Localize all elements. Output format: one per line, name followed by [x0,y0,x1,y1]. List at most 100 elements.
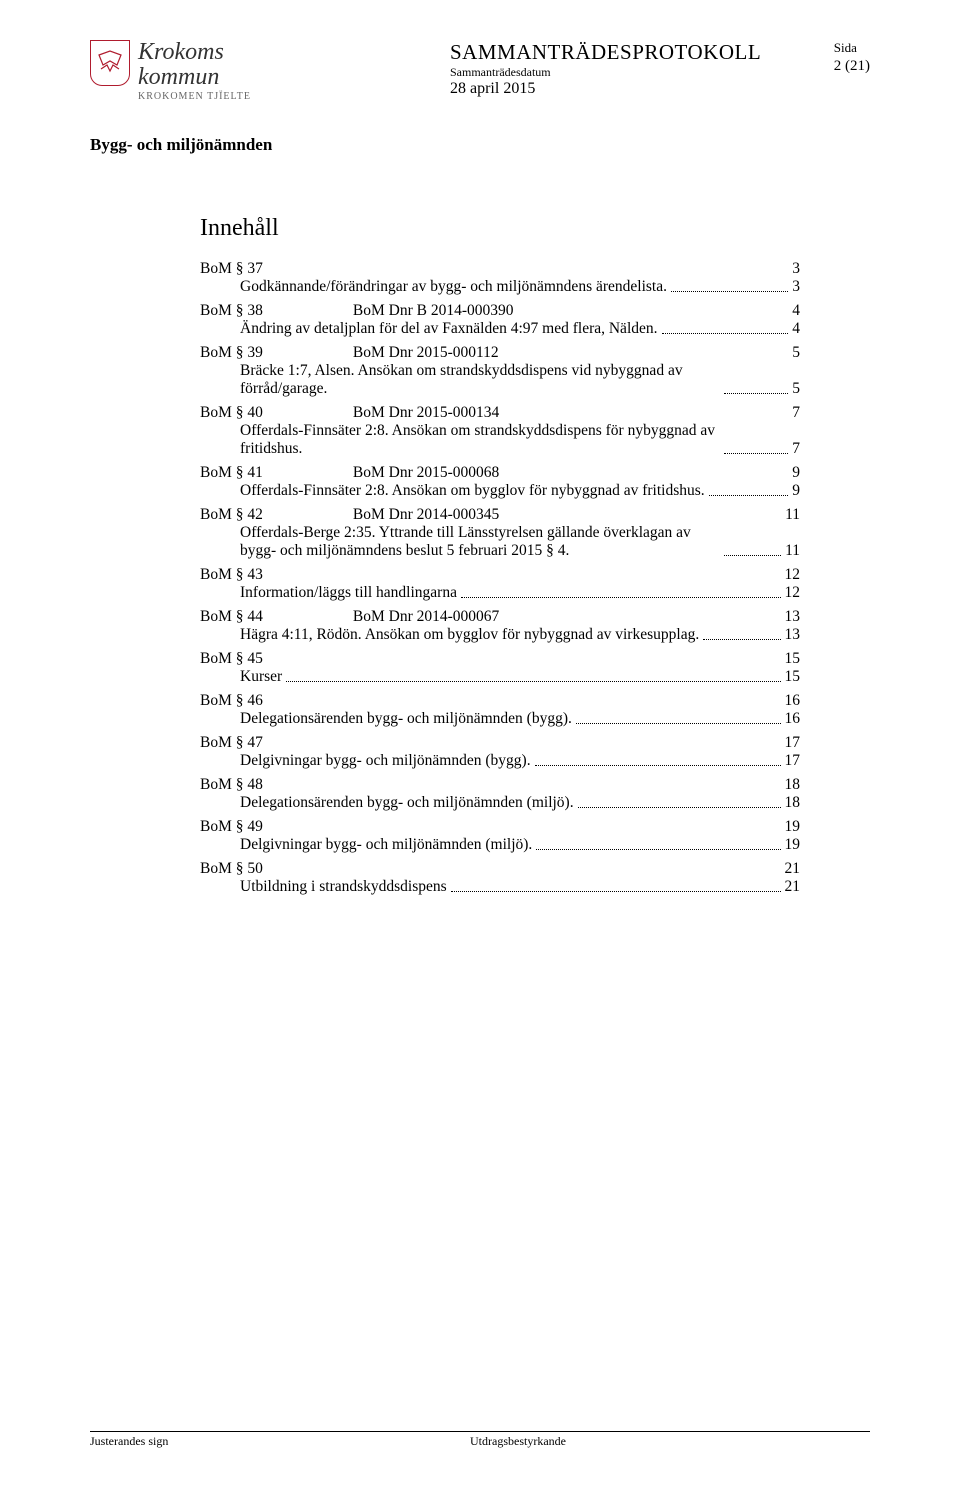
toc-entry-desc: Offerdals-Finnsäter 2:8. Ansökan om stra… [240,422,800,458]
footer-right: Utdragsbestyrkande [470,1434,870,1449]
logo-text: Krokoms kommun KROKOMEN TJÏELTE [138,40,251,103]
toc-leader-dots [724,555,781,556]
toc-page-top: 4 [523,302,800,320]
toc-entry-header: BoM § 4515 [200,650,800,668]
sida-value: 2 (21) [834,58,870,75]
protocol-title: SAMMANTRÄDESPROTOKOLL [450,40,870,65]
toc-page-sub: 5 [792,380,800,398]
toc-entry-header: BoM § 48 18 [200,776,800,794]
toc-leader-dots [451,891,781,892]
toc-dnr: BoM Dnr 2014-000345 [353,506,499,524]
toc-leader-dots [536,849,780,850]
toc-page-sub: 4 [792,320,800,338]
toc-bom-ref: BoM § 40 [200,404,263,422]
toc-entry-header: BoM § 44 BoM Dnr 2014-000067 13 [200,608,800,626]
toc-entry-desc: Offerdals-Finnsäter 2:8. Ansökan om bygg… [240,482,800,500]
toc-entry-desc: Delegationsärenden bygg- och miljönämnde… [240,794,800,812]
toc-desc-text: Godkännande/förändringar av bygg- och mi… [240,278,667,296]
toc-bom-ref: BoM § 47 [200,734,263,752]
toc-page-top: 11 [509,506,800,524]
toc-entry-desc: Ändring av detaljplan för del av Faxnäld… [240,320,800,338]
toc-dnr: BoM Dnr 2015-000134 [353,404,499,422]
toc-page-top: 19 [273,818,800,836]
toc-bom-ref: BoM § 44 [200,608,263,626]
toc-page-sub: 21 [785,878,801,896]
toc-page-top: 21 [273,860,800,878]
table-of-contents: BoM § 373Godkännande/förändringar av byg… [200,260,800,896]
document-header: Krokoms kommun KROKOMEN TJÏELTE Sida 2 (… [90,40,870,155]
toc-page-top: 13 [509,608,800,626]
toc-bom-ref: BoM § 41 [200,464,263,482]
toc-desc-text: Offerdals-Finnsäter 2:8. Ansökan om bygg… [240,482,705,500]
toc-entry-desc: Kurser 15 [240,668,800,686]
toc-entry-header: BoM § 49 19 [200,818,800,836]
toc-entry-header: BoM § 38 BoM Dnr B 2014-000390 4 [200,302,800,320]
toc-page-sub: 7 [792,440,800,458]
toc-page-sub: 15 [785,668,801,686]
toc-leader-dots [578,807,781,808]
toc-bom-ref: BoM § 49 [200,818,263,836]
toc-desc-text: Offerdals-Finnsäter 2:8. Ansökan om stra… [240,422,720,458]
toc-page-top: 15 [273,650,800,668]
toc-page-sub: 3 [792,278,800,296]
content-title: Innehåll [200,215,800,242]
toc-dnr: BoM Dnr B 2014-000390 [353,302,514,320]
toc-page-top: 7 [509,404,800,422]
toc-dnr: BoM Dnr 2015-000068 [353,464,499,482]
toc-bom-ref: BoM § 42 [200,506,263,524]
toc-leader-dots [703,639,780,640]
toc-page-sub: 9 [792,482,800,500]
header-right: Sida 2 (21) SAMMANTRÄDESPROTOKOLL Samman… [450,40,870,98]
toc-page-sub: 11 [785,542,800,560]
committee-name: Bygg- och miljönämnden [90,135,870,155]
toc-desc-text: Delgivningar bygg- och miljönämnden (byg… [240,752,531,770]
toc-desc-text: Delegationsärenden bygg- och miljönämnde… [240,794,574,812]
toc-leader-dots [286,681,780,682]
sida-label: Sida [834,40,870,56]
document-footer: Justerandes sign Utdragsbestyrkande [90,1431,870,1449]
toc-entry-desc: Delgivningar bygg- och miljönämnden (mil… [240,836,800,854]
toc-desc-text: Information/läggs till handlingarna [240,584,457,602]
toc-page-top: 17 [273,734,800,752]
toc-page-top: 18 [273,776,800,794]
toc-desc-text: Utbildning i strandskyddsdispens [240,878,447,896]
toc-page-sub: 16 [785,710,801,728]
toc-page-top: 12 [273,566,800,584]
toc-bom-ref: BoM § 39 [200,344,263,362]
page-number-block: Sida 2 (21) [834,40,870,75]
toc-bom-ref: BoM § 48 [200,776,263,794]
toc-leader-dots [576,723,781,724]
toc-desc-text: Delegationsärenden bygg- och miljönämnde… [240,710,572,728]
toc-leader-dots [461,597,781,598]
toc-desc-text: Delgivningar bygg- och miljönämnden (mil… [240,836,532,854]
content-body: Innehåll BoM § 373Godkännande/förändring… [200,215,800,896]
org-subtext: KROKOMEN TJÏELTE [138,92,251,103]
toc-page-top: 16 [273,692,800,710]
toc-entry-header: BoM § 37 3 [200,260,800,278]
toc-entry-desc: Delgivningar bygg- och miljönämnden (byg… [240,752,800,770]
toc-page-sub: 17 [785,752,801,770]
toc-desc-text: Kurser [240,668,282,686]
toc-entry-desc: Delegationsärenden bygg- och miljönämnde… [240,710,800,728]
toc-page-top: 3 [273,260,800,278]
toc-entry-desc: Bräcke 1:7, Alsen. Ansökan om strandskyd… [240,362,800,398]
toc-bom-ref: BoM § 38 [200,302,263,320]
org-name-2: kommun [138,65,251,90]
toc-page-sub: 18 [785,794,801,812]
toc-entry-desc: Hägra 4:11, Rödön. Ansökan om bygglov fö… [240,626,800,644]
toc-leader-dots [724,453,788,454]
toc-desc-text: Bräcke 1:7, Alsen. Ansökan om strandskyd… [240,362,720,398]
toc-page-sub: 12 [785,584,801,602]
toc-leader-dots [709,495,789,496]
meeting-date: 28 april 2015 [450,80,870,98]
toc-leader-dots [671,291,788,292]
toc-entry-desc: Utbildning i strandskyddsdispens 21 [240,878,800,896]
toc-dnr: BoM Dnr 2014-000067 [353,608,499,626]
toc-entry-header: BoM § 47 17 [200,734,800,752]
toc-bom-ref: BoM § 37 [200,260,263,278]
toc-dnr: BoM Dnr 2015-000112 [353,344,499,362]
toc-page-top: 5 [509,344,800,362]
toc-desc-text: Hägra 4:11, Rödön. Ansökan om bygglov fö… [240,626,699,644]
meeting-date-label: Sammanträdesdatum [450,65,870,80]
municipal-crest-icon [90,40,130,86]
